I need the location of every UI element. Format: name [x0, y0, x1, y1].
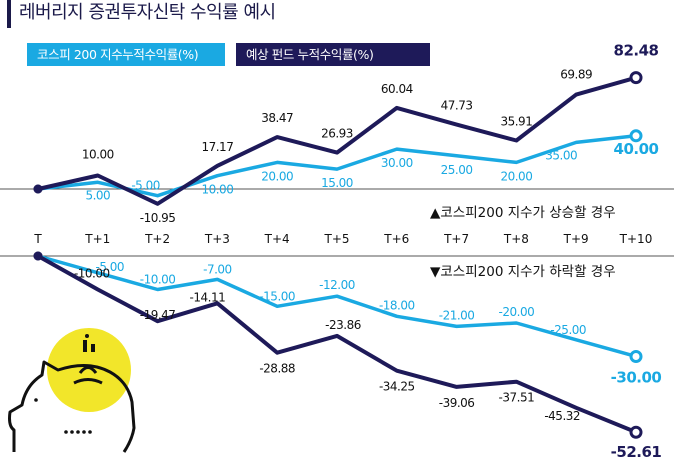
- data-label: -37.51: [499, 391, 535, 405]
- title-bar: 레버리지 증권투자신탁 수익률 예시: [7, 0, 276, 28]
- end-point-marker: [629, 350, 643, 363]
- coin-drop-1: [83, 340, 87, 352]
- lower-fund-line: [36, 254, 638, 435]
- data-label: -15.00: [259, 289, 295, 303]
- origin-point: [33, 251, 43, 261]
- data-label: -5.00: [131, 179, 160, 193]
- x-axis-ticks: T T+1 T+2 T+3 T+4 T+5 T+6 T+7 T+8 T+9 T+10: [33, 232, 652, 246]
- x-tick-label: T+8: [503, 232, 529, 246]
- end-point-marker: [629, 71, 643, 85]
- data-label: 35.00: [545, 148, 577, 162]
- data-label: -21.00: [439, 308, 475, 322]
- origin-point: [33, 184, 43, 194]
- end-point-marker: [629, 129, 643, 143]
- data-label: -39.06: [439, 396, 475, 410]
- data-label: -12.00: [319, 278, 355, 292]
- data-label: -5.00: [96, 260, 125, 274]
- coin-circle: [47, 328, 131, 412]
- x-tick-label: T+1: [84, 232, 110, 246]
- x-tick-label: T: [33, 232, 42, 246]
- data-label: -18.00: [379, 298, 415, 312]
- data-label: -25.00: [550, 323, 586, 337]
- x-tick-label: T+3: [204, 232, 230, 246]
- upper-fund-line: [36, 75, 638, 206]
- x-tick-label: T+6: [383, 232, 409, 246]
- page-title: 레버리지 증권투자신탁 수익률 예시: [19, 2, 276, 23]
- x-tick-label: T+10: [619, 232, 653, 246]
- upper-kospi-line: [36, 134, 638, 198]
- coin-drop-3: [85, 334, 89, 338]
- data-label: 82.48: [614, 42, 659, 60]
- data-label: 35.91: [500, 115, 532, 129]
- data-label: 47.73: [441, 99, 473, 113]
- x-tick-label: T+7: [443, 232, 469, 246]
- data-label: 40.00: [614, 140, 659, 158]
- data-label: -10.00: [74, 267, 110, 281]
- data-label: 69.89: [560, 68, 592, 82]
- legend-kospi: 코스피 200 지수누적수익률(%): [27, 43, 225, 66]
- legend-fund: 예상 펀드 누적수익률(%): [236, 43, 430, 66]
- upper-chart: 5.00 -5.00 10.00 20.00 15.00 30.00 25.00 20.00 3…: [33, 42, 659, 225]
- x-tick-label: T+9: [563, 232, 589, 246]
- data-label: -28.88: [259, 362, 295, 376]
- end-point-marker: [629, 425, 643, 439]
- down-scenario-label: ▼코스피200 지수가 하락할 경우: [430, 264, 616, 280]
- up-scenario-label: ▲코스피200 지수가 상승할 경우: [430, 205, 616, 221]
- x-tick-label: T+2: [144, 232, 170, 246]
- data-label: -30.00: [611, 369, 662, 387]
- piggy-dots: [64, 430, 92, 434]
- lower-chart: -5.00-10.00-7.00-15.00-12.00-18.00-21.00…: [33, 251, 662, 461]
- data-label: 20.00: [500, 169, 532, 183]
- data-label: 30.00: [381, 156, 413, 170]
- data-label: -34.25: [379, 380, 415, 394]
- data-label: -52.61: [611, 443, 662, 461]
- data-label: 26.93: [321, 127, 353, 141]
- data-label: -10.95: [140, 211, 176, 225]
- x-tick-label: T+4: [264, 232, 290, 246]
- data-label: -19.47: [140, 308, 176, 322]
- lower-kospi-line: [36, 254, 638, 359]
- data-label: -10.00: [140, 273, 176, 287]
- data-label: -45.32: [544, 409, 580, 423]
- coin-in-slot: [78, 366, 98, 374]
- data-label: 20.00: [261, 169, 293, 183]
- data-label: 60.04: [381, 82, 413, 96]
- data-label: 25.00: [441, 163, 473, 177]
- data-label: 17.17: [201, 140, 233, 154]
- data-label: 10.00: [201, 183, 233, 197]
- data-label: 38.47: [261, 111, 293, 125]
- piggy-eye: [34, 398, 38, 402]
- piggy-bank-icon: [8, 328, 136, 453]
- data-label: 10.00: [82, 148, 114, 162]
- x-tick-label: T+5: [323, 232, 349, 246]
- piggy-outline: [8, 360, 136, 453]
- data-label: -7.00: [203, 262, 232, 276]
- data-label: -14.11: [190, 290, 226, 304]
- data-label: 15.00: [321, 176, 353, 190]
- coin-slot: [73, 378, 103, 385]
- data-label: 5.00: [85, 188, 110, 202]
- data-label: -23.86: [325, 318, 361, 332]
- coin-drop-2: [91, 344, 95, 352]
- data-label: -20.00: [499, 305, 535, 319]
